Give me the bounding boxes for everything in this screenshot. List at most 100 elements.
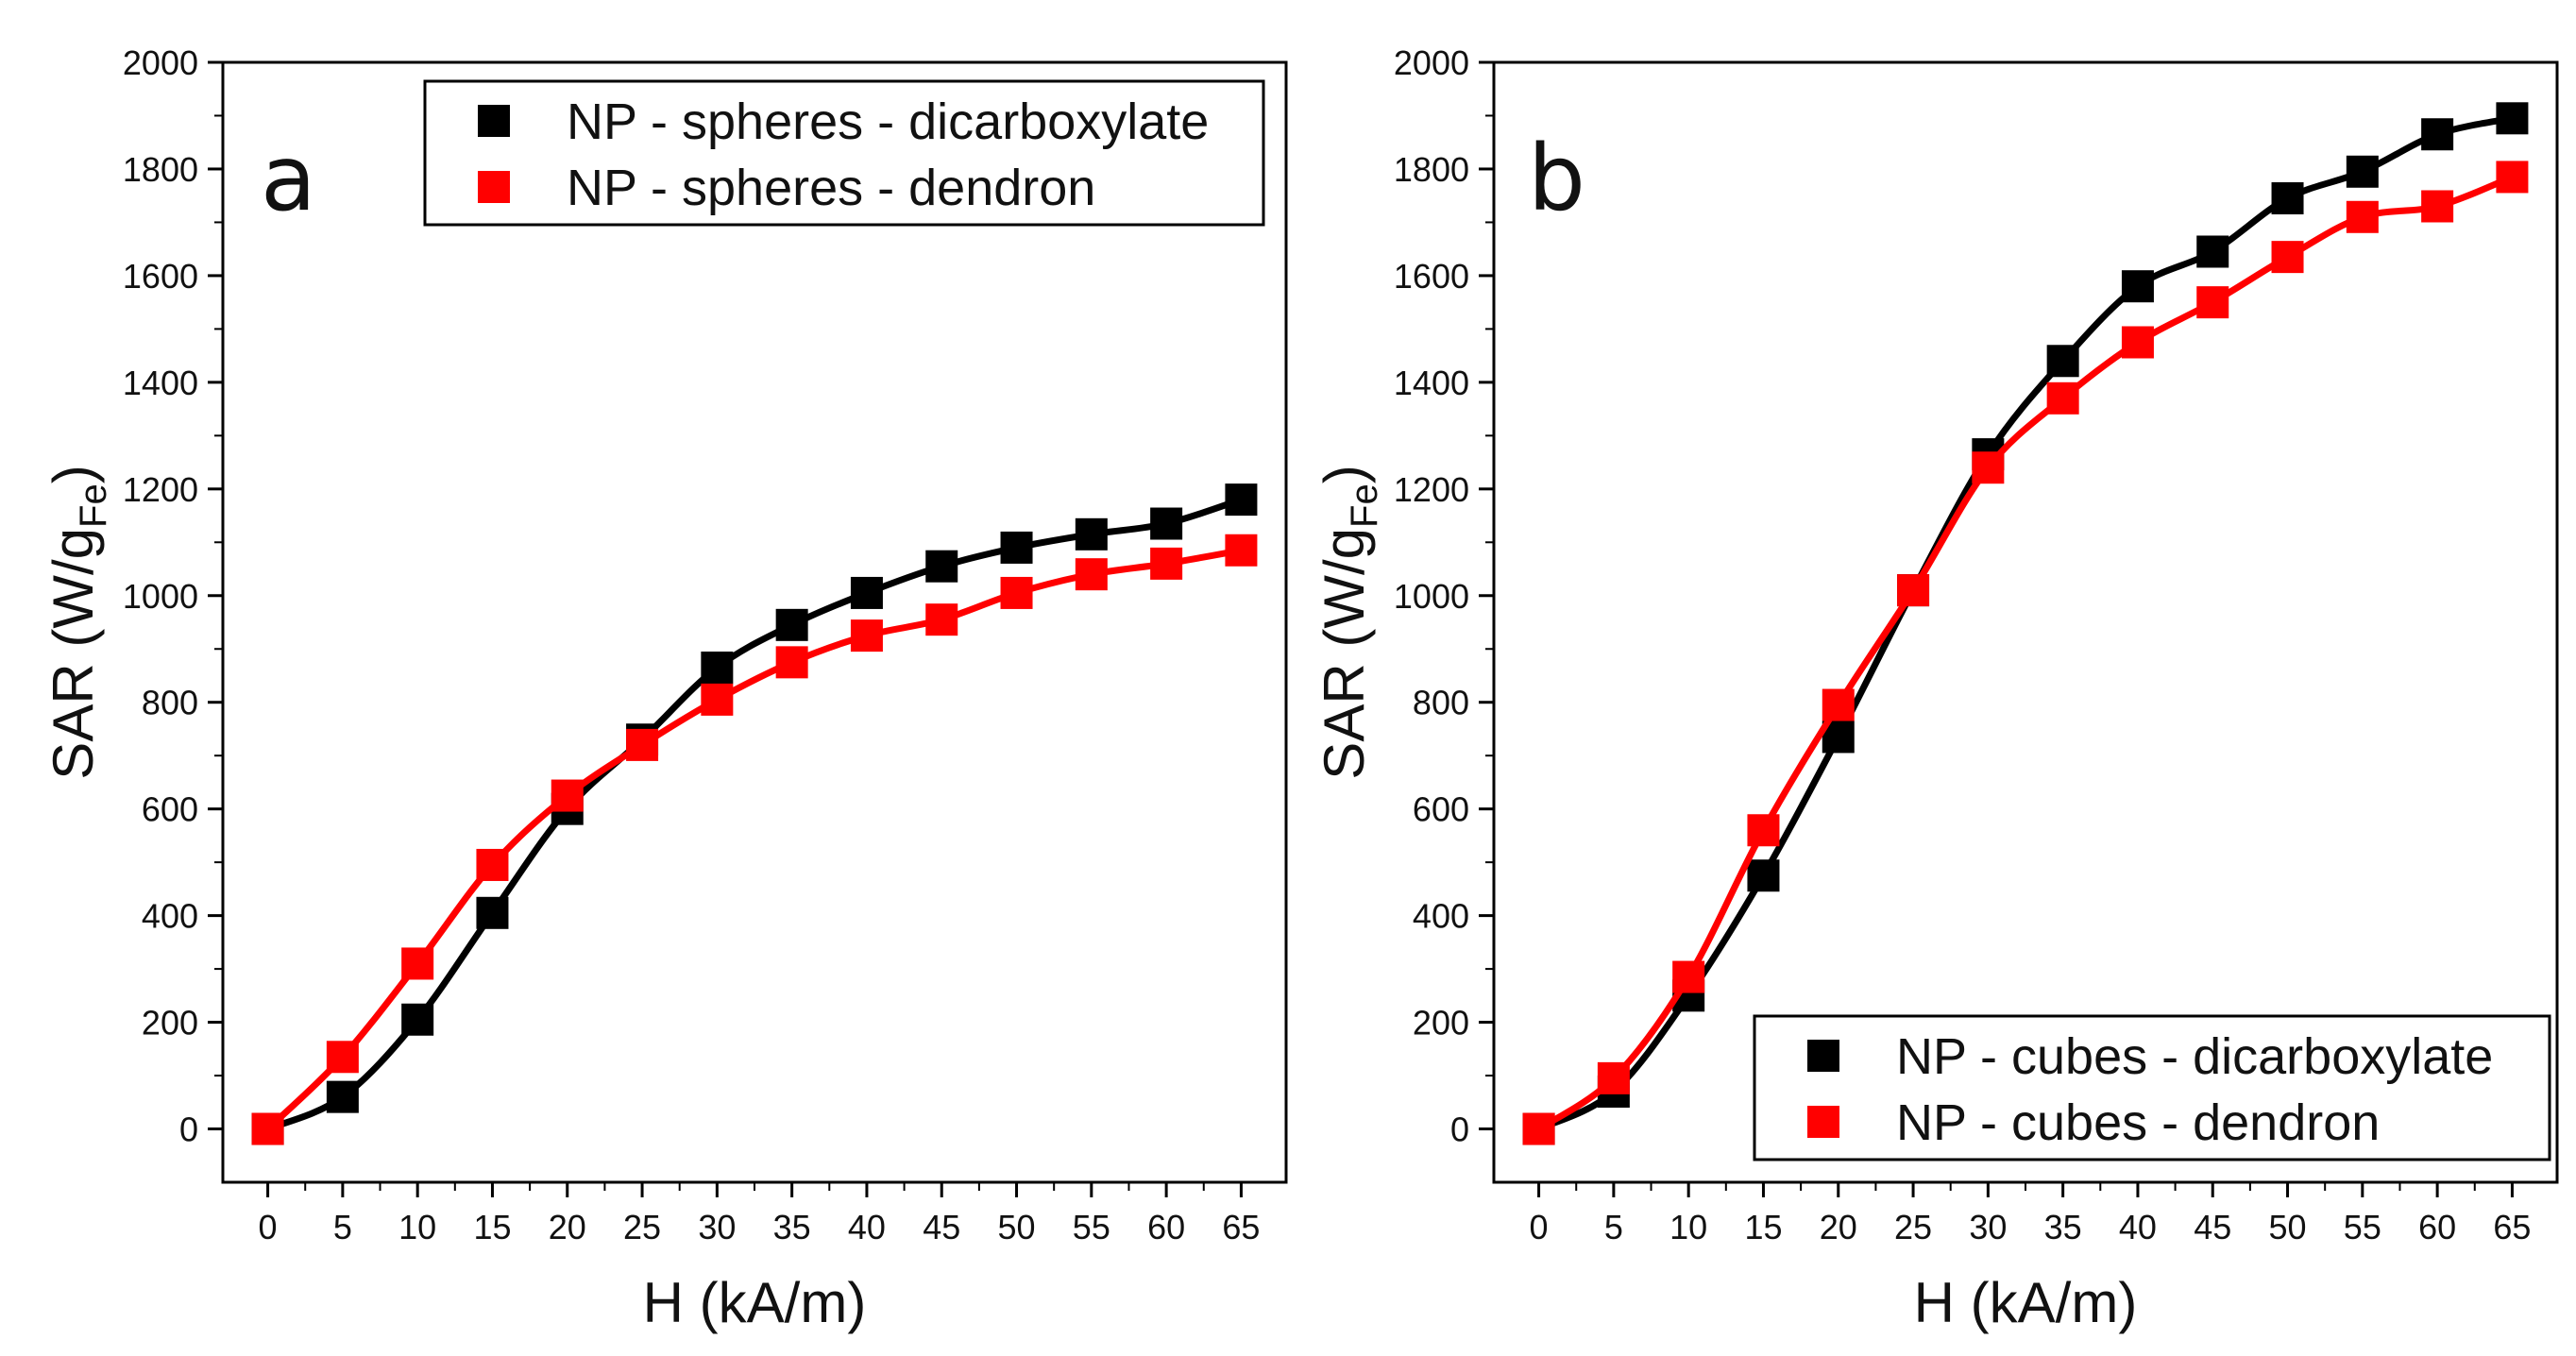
data-point [1747, 859, 1780, 892]
chart-panel-a: 0 5 10 15 20 25 30 35 40 45 50 55 60 65 0 200 400 600 800 1… [42, 43, 1288, 1334]
x-tick-label: 45 [923, 1208, 960, 1246]
legend-label: NP - spheres - dendron [567, 160, 1095, 216]
x-axis-title: H (kA/m) [1914, 1271, 2138, 1334]
y-axis-title-subscript: Fe [1344, 483, 1385, 528]
legend-label: NP - cubes - dendron [1896, 1094, 2380, 1151]
data-point [326, 1080, 359, 1113]
y-tick-label: 2000 [1394, 43, 1469, 82]
data-point [2046, 381, 2079, 415]
x-tick-label: 50 [998, 1208, 1036, 1246]
x-tick-label: 20 [1820, 1208, 1857, 1246]
x-axis-title: H (kA/m) [643, 1271, 867, 1334]
data-point [2346, 200, 2379, 233]
data-point [476, 896, 509, 929]
legend-box [1753, 1014, 2551, 1161]
x-tick-label: 65 [2493, 1208, 2531, 1246]
plot-frame [221, 60, 1288, 1184]
x-tick-label: 40 [2119, 1208, 2157, 1246]
legend-marker [1807, 1040, 1839, 1072]
y-tick-label: 200 [142, 1004, 198, 1042]
panel-label: a [261, 126, 316, 231]
data-point [701, 683, 734, 716]
data-point [1000, 531, 1033, 564]
x-tick-label: 15 [1744, 1208, 1782, 1246]
x-tick-label: 0 [259, 1208, 278, 1246]
chart-panel-b: 0 5 10 15 20 25 30 35 40 45 50 55 60 65 0 200 400 600 800 1… [1313, 43, 2559, 1334]
data-point [326, 1041, 359, 1074]
y-axis-title-close: ) [42, 465, 105, 483]
y-tick-label: 1200 [123, 470, 198, 509]
x-tick-label: 25 [623, 1208, 661, 1246]
x-tick-label: 25 [1894, 1208, 1932, 1246]
y-tick-label: 1200 [1394, 470, 1469, 509]
y-tick-label: 1400 [1394, 364, 1469, 402]
y-axis-title-close: ) [1313, 465, 1376, 483]
data-point [1225, 483, 1258, 517]
x-tick-label: 60 [2418, 1208, 2456, 1246]
data-point [2196, 235, 2229, 268]
x-tick-label: 30 [1969, 1208, 2007, 1246]
data-point [2421, 190, 2454, 223]
x-tick-label: 10 [1669, 1208, 1707, 1246]
y-tick-label: 1800 [1394, 150, 1469, 189]
data-point [2346, 155, 2379, 188]
data-point [2121, 326, 2154, 359]
x-tick-label: 5 [333, 1208, 352, 1246]
data-point [1747, 814, 1780, 847]
data-point [1897, 574, 1930, 607]
data-point [251, 1112, 284, 1145]
legend-marker [1807, 1106, 1839, 1138]
y-axis-title-subscript: Fe [73, 483, 114, 528]
data-point [1972, 451, 2005, 484]
data-point [2496, 161, 2529, 194]
y-tick-label: 1000 [1394, 577, 1469, 616]
x-tick-label: 35 [773, 1208, 811, 1246]
legend-box [423, 79, 1265, 227]
data-point [925, 603, 958, 636]
y-tick-label: 0 [179, 1110, 198, 1149]
x-tick-label: 50 [2269, 1208, 2307, 1246]
y-axis-title: SAR (W/gFe) [1313, 465, 1385, 779]
y-axis-title: SAR (W/gFe) [42, 465, 114, 779]
x-tick-label: 55 [1073, 1208, 1110, 1246]
data-point [701, 652, 734, 685]
y-tick-label: 600 [142, 790, 198, 829]
y-tick-label: 1800 [123, 150, 198, 189]
data-point [1000, 576, 1033, 609]
x-tick-label: 15 [473, 1208, 511, 1246]
x-tick-label: 40 [848, 1208, 886, 1246]
data-point [2496, 102, 2529, 135]
series-line [265, 547, 1243, 1132]
y-tick-label: 200 [1413, 1004, 1469, 1042]
data-point [2046, 345, 2079, 378]
legend-marker [478, 171, 510, 203]
x-tick-label: 0 [1530, 1208, 1549, 1246]
data-point [1672, 960, 1705, 993]
data-point [925, 550, 958, 583]
data-point [476, 848, 509, 881]
data-point [1597, 1061, 1630, 1094]
y-tick-label: 800 [142, 684, 198, 722]
x-tick-label: 35 [2044, 1208, 2082, 1246]
y-tick-label: 600 [1413, 790, 1469, 829]
legend-marker [478, 105, 510, 137]
data-point [401, 947, 434, 980]
x-tick-label: 65 [1222, 1208, 1260, 1246]
data-point [551, 779, 584, 812]
data-point [850, 576, 883, 609]
data-point [1522, 1112, 1555, 1145]
y-tick-label: 400 [1413, 897, 1469, 936]
x-tick-label: 45 [2194, 1208, 2231, 1246]
y-tick-label: 1400 [123, 364, 198, 402]
y-axis-title-main: SAR (W/g [1313, 528, 1376, 780]
x-tick-label: 55 [2344, 1208, 2381, 1246]
legend-label: NP - cubes - dicarboxylate [1896, 1028, 2493, 1085]
panel-label: b [1528, 126, 1585, 231]
data-point [775, 646, 808, 679]
data-point [1225, 534, 1258, 567]
data-point [1822, 688, 1855, 721]
data-point [401, 1003, 434, 1036]
data-point [1150, 507, 1183, 540]
data-point [2271, 241, 2304, 274]
